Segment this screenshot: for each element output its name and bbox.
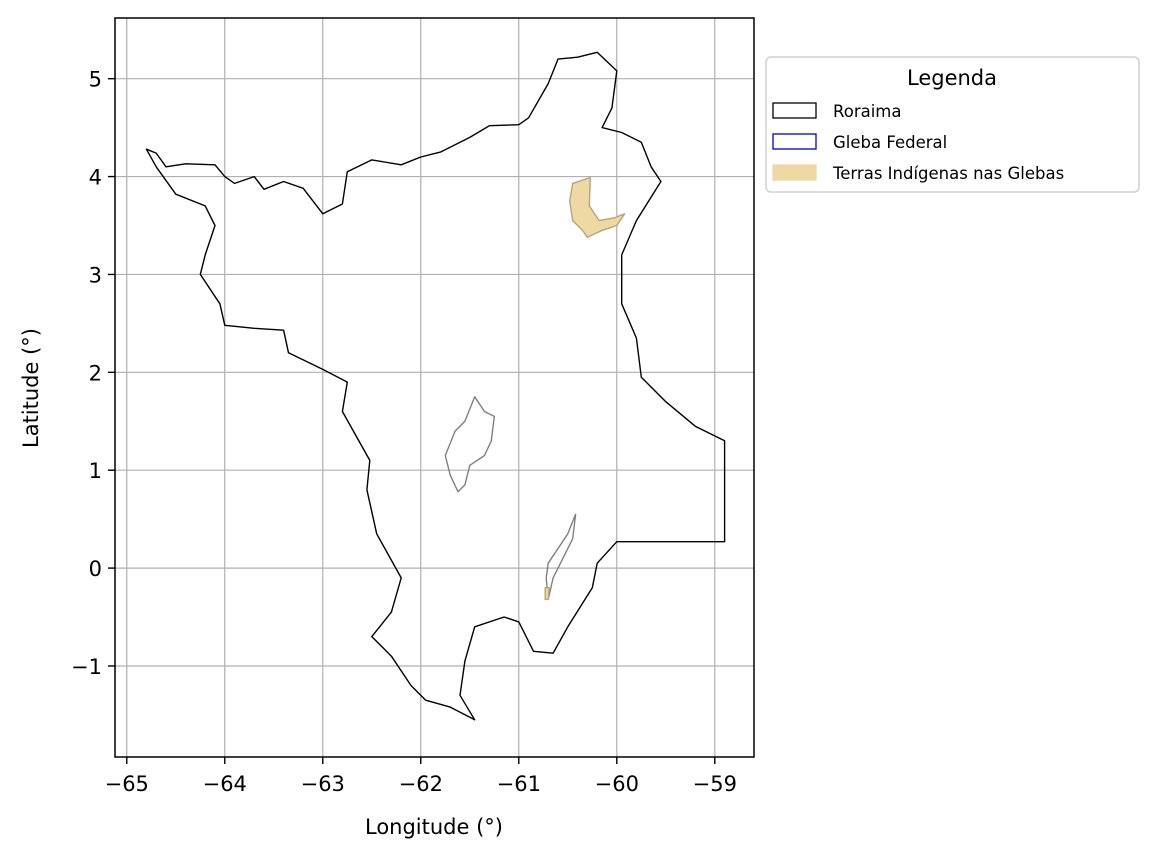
x-tick-label-6: −59 [693,772,737,796]
layer-roraima [145,51,726,721]
x-tick-label-1: −64 [203,772,247,796]
y-tick-label-6: 5 [89,68,102,92]
polygon-2-1 [544,587,550,601]
polygon-1-0 [444,396,495,493]
legend-swatch-2 [772,164,817,181]
grid [115,18,754,757]
x-tick-label-3: −62 [399,772,443,796]
x-tick-label-4: −61 [497,772,541,796]
y-tick-label-4: 3 [89,263,102,287]
y-tick-label-5: 4 [89,166,102,190]
y-tick-label-3: 2 [89,361,102,385]
x-tick-label-5: −60 [595,772,639,796]
axes-frame [114,17,755,758]
y-tick-label-1: 0 [89,557,102,581]
legend: Legenda Roraima Gleba Federal Terras Indíg… [765,56,1140,193]
x-axis-ticks: −65 −64 −63 −62 −61 −60 −59 [105,757,737,796]
y-tick-label-2: 1 [89,459,102,483]
y-tick-label-0: −1 [71,655,102,679]
legend-swatch-0 [772,102,817,119]
legend-label-1: Gleba Federal [833,133,947,152]
legend-entries: Roraima Gleba Federal Terras Indígenas nas… [772,102,1064,183]
y-axis-label: Latitude (°) [19,328,43,448]
legend-box [765,56,1140,193]
polygon-0-0 [145,51,726,721]
plot-area: −65 −64 −63 −62 −61 −60 −59 −1 0 1 2 3 4 5 [71,17,755,796]
x-tick-label-0: −65 [105,772,149,796]
axes-background [115,18,754,757]
legend-swatch-1 [772,133,817,150]
polygon-2-0 [569,176,626,238]
layer-terras-ind-genas-nas-glebas [544,176,626,601]
legend-label-0: Roraima [833,102,901,121]
x-axis-label: Longitude (°) [365,815,503,839]
legend-label-2: Terras Indígenas nas Glebas [832,164,1064,183]
y-axis-ticks: −1 0 1 2 3 4 5 [71,68,115,679]
x-tick-label-2: −63 [301,772,345,796]
legend-title: Legenda [907,66,997,90]
map-layers [145,51,726,721]
